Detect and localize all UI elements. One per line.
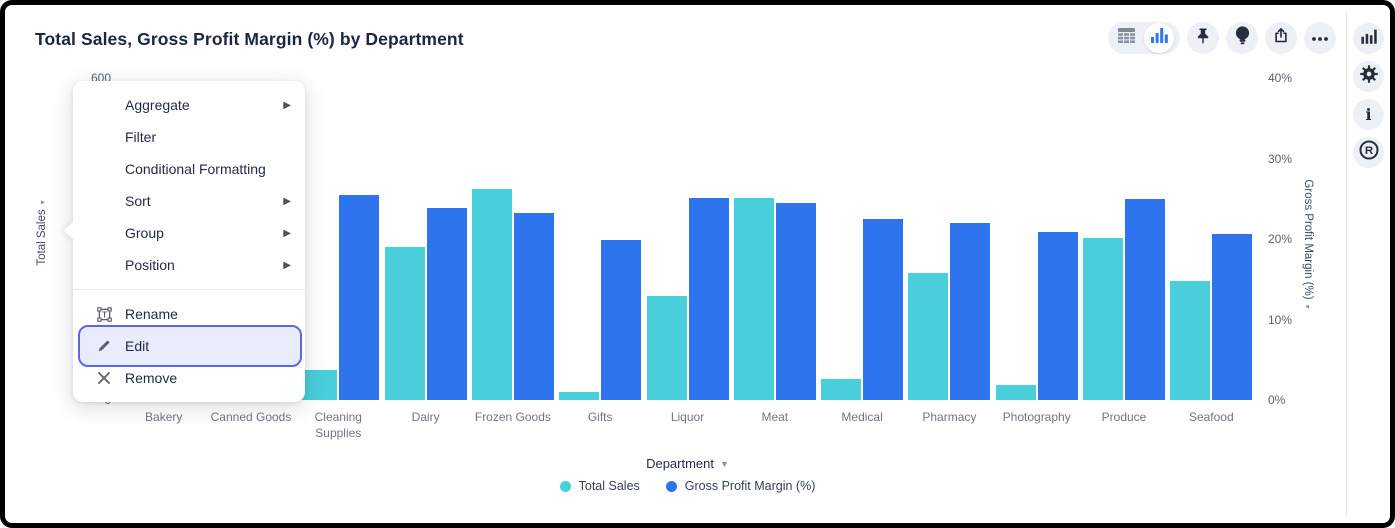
- legend-dot: [559, 480, 571, 492]
- remove-x-icon: [95, 372, 113, 384]
- bar-gross-profit-margin[interactable]: [863, 218, 904, 400]
- menu-item-sort[interactable]: Sort ▶: [125, 193, 291, 209]
- bars-icon: [1360, 28, 1377, 49]
- svg-text:T: T: [102, 310, 107, 319]
- info-button[interactable]: i: [1353, 99, 1384, 130]
- rail-divider: [1346, 11, 1347, 517]
- svg-text:R: R: [1364, 145, 1373, 157]
- x-tick-label: Seafood: [1188, 410, 1234, 424]
- legend-item-total-sales[interactable]: Total Sales: [559, 479, 640, 493]
- bar-total-sales[interactable]: [384, 247, 425, 400]
- bar-gross-profit-margin[interactable]: [688, 197, 729, 400]
- right-axis-tick: 30%: [1268, 151, 1293, 166]
- bar-gross-profit-margin[interactable]: [1037, 231, 1078, 400]
- export-button[interactable]: [1265, 22, 1297, 54]
- bar-gross-profit-margin[interactable]: [513, 213, 554, 400]
- submenu-arrow-icon: ▶: [283, 227, 291, 239]
- x-tick-label: Produce: [1101, 410, 1147, 424]
- x-tick-label: Cleaning Supplies: [314, 410, 362, 440]
- bar-total-sales[interactable]: [1083, 237, 1123, 400]
- menu-item-remove[interactable]: Remove: [73, 362, 305, 394]
- bar-gross-profit-margin[interactable]: [1125, 198, 1165, 400]
- chart-footer: Department ▼ Total Sales Gross Profit Ma…: [120, 456, 1255, 493]
- x-tick-label: Meat: [761, 410, 789, 424]
- bar-chart-icon: [1150, 28, 1168, 48]
- chart-view-button[interactable]: [1144, 23, 1174, 53]
- bar-gross-profit-margin[interactable]: [1212, 234, 1253, 400]
- x-axis-field-label: Department: [646, 456, 714, 471]
- x-tick-label: Liquor: [670, 410, 705, 424]
- more-button[interactable]: [1304, 22, 1336, 54]
- table-view-button[interactable]: [1108, 27, 1144, 49]
- pin-button[interactable]: [1187, 22, 1219, 54]
- lightbulb-button[interactable]: [1226, 22, 1258, 54]
- x-tick-label: Gifts: [587, 410, 613, 424]
- legend-dot: [665, 480, 677, 492]
- x-tick-label: Bakery: [145, 410, 183, 424]
- bar-total-sales[interactable]: [908, 272, 949, 400]
- ellipsis-icon: [1311, 29, 1329, 47]
- menu-divider: [73, 289, 305, 290]
- x-axis-field[interactable]: Department ▼: [646, 456, 729, 471]
- table-icon: [1117, 27, 1136, 49]
- legend: Total Sales Gross Profit Margin (%): [559, 479, 815, 493]
- menu-item-aggregate[interactable]: Aggregate ▶: [125, 97, 291, 113]
- bar-total-sales[interactable]: [559, 391, 600, 400]
- x-tick-label: Dairy: [411, 410, 440, 424]
- export-icon: [1272, 26, 1290, 50]
- x-tick-label: Frozen Goods: [474, 410, 551, 424]
- menu-item-conditional-formatting[interactable]: Conditional Formatting: [125, 161, 266, 177]
- left-axis-label[interactable]: Total Sales ▾: [36, 200, 48, 266]
- bar-gross-profit-margin[interactable]: [339, 194, 380, 400]
- bar-total-sales[interactable]: [733, 198, 774, 400]
- context-menu: Aggregate ▶ Filter Conditional Formatting…: [64, 81, 305, 402]
- chart-type-button[interactable]: [1353, 23, 1384, 54]
- submenu-arrow-icon: ▶: [283, 259, 291, 271]
- menu-item-position[interactable]: Position ▶: [125, 257, 291, 273]
- bar-total-sales[interactable]: [821, 379, 862, 400]
- chart-title: Total Sales, Gross Profit Margin (%) by …: [35, 29, 464, 49]
- pin-icon: [1194, 27, 1212, 50]
- bar-gross-profit-margin[interactable]: [601, 239, 642, 400]
- axis-caret-icon: ▾: [1303, 304, 1313, 309]
- r-logo-icon: R: [1358, 139, 1380, 166]
- right-axis-tick: 10%: [1268, 312, 1293, 327]
- menu-item-filter[interactable]: Filter: [125, 129, 157, 145]
- x-tick-label: Canned Goods: [210, 410, 292, 424]
- axis-caret-icon: ▾: [37, 200, 47, 205]
- bar-gross-profit-margin[interactable]: [950, 222, 991, 400]
- bar-gross-profit-margin[interactable]: [426, 207, 467, 400]
- gear-icon: [1359, 64, 1379, 89]
- lightbulb-icon: [1234, 26, 1251, 50]
- right-axis-tick: 20%: [1268, 232, 1293, 246]
- right-axis-tick: 0%: [1268, 393, 1286, 407]
- view-toggle[interactable]: [1108, 22, 1180, 54]
- right-axis-label[interactable]: Gross Profit Margin (%) ▾: [1302, 179, 1314, 309]
- bar-total-sales[interactable]: [471, 189, 512, 400]
- right-axis-tick: 40%: [1268, 71, 1293, 85]
- bar-total-sales[interactable]: [646, 295, 687, 400]
- x-tick-label: Pharmacy: [922, 410, 977, 424]
- menu-item-rename[interactable]: T Rename: [73, 298, 305, 330]
- submenu-arrow-icon: ▶: [283, 99, 291, 111]
- caret-down-icon: ▼: [720, 458, 729, 469]
- legend-item-gross-profit-margin[interactable]: Gross Profit Margin (%): [665, 479, 815, 493]
- r-logo-button[interactable]: R: [1353, 137, 1384, 168]
- rename-icon: T: [95, 306, 113, 322]
- menu-item-group[interactable]: Group ▶: [125, 225, 291, 241]
- info-icon: i: [1365, 104, 1372, 124]
- settings-button[interactable]: [1353, 61, 1384, 92]
- edit-pencil-icon: [95, 339, 113, 353]
- menu-item-edit[interactable]: Edit: [73, 325, 305, 367]
- bar-total-sales[interactable]: [995, 385, 1036, 400]
- x-tick-label: Photography: [1002, 410, 1071, 424]
- x-tick-label: Medical: [841, 410, 883, 424]
- bar-total-sales[interactable]: [1170, 280, 1211, 400]
- submenu-arrow-icon: ▶: [283, 195, 291, 207]
- bar-gross-profit-margin[interactable]: [775, 202, 816, 400]
